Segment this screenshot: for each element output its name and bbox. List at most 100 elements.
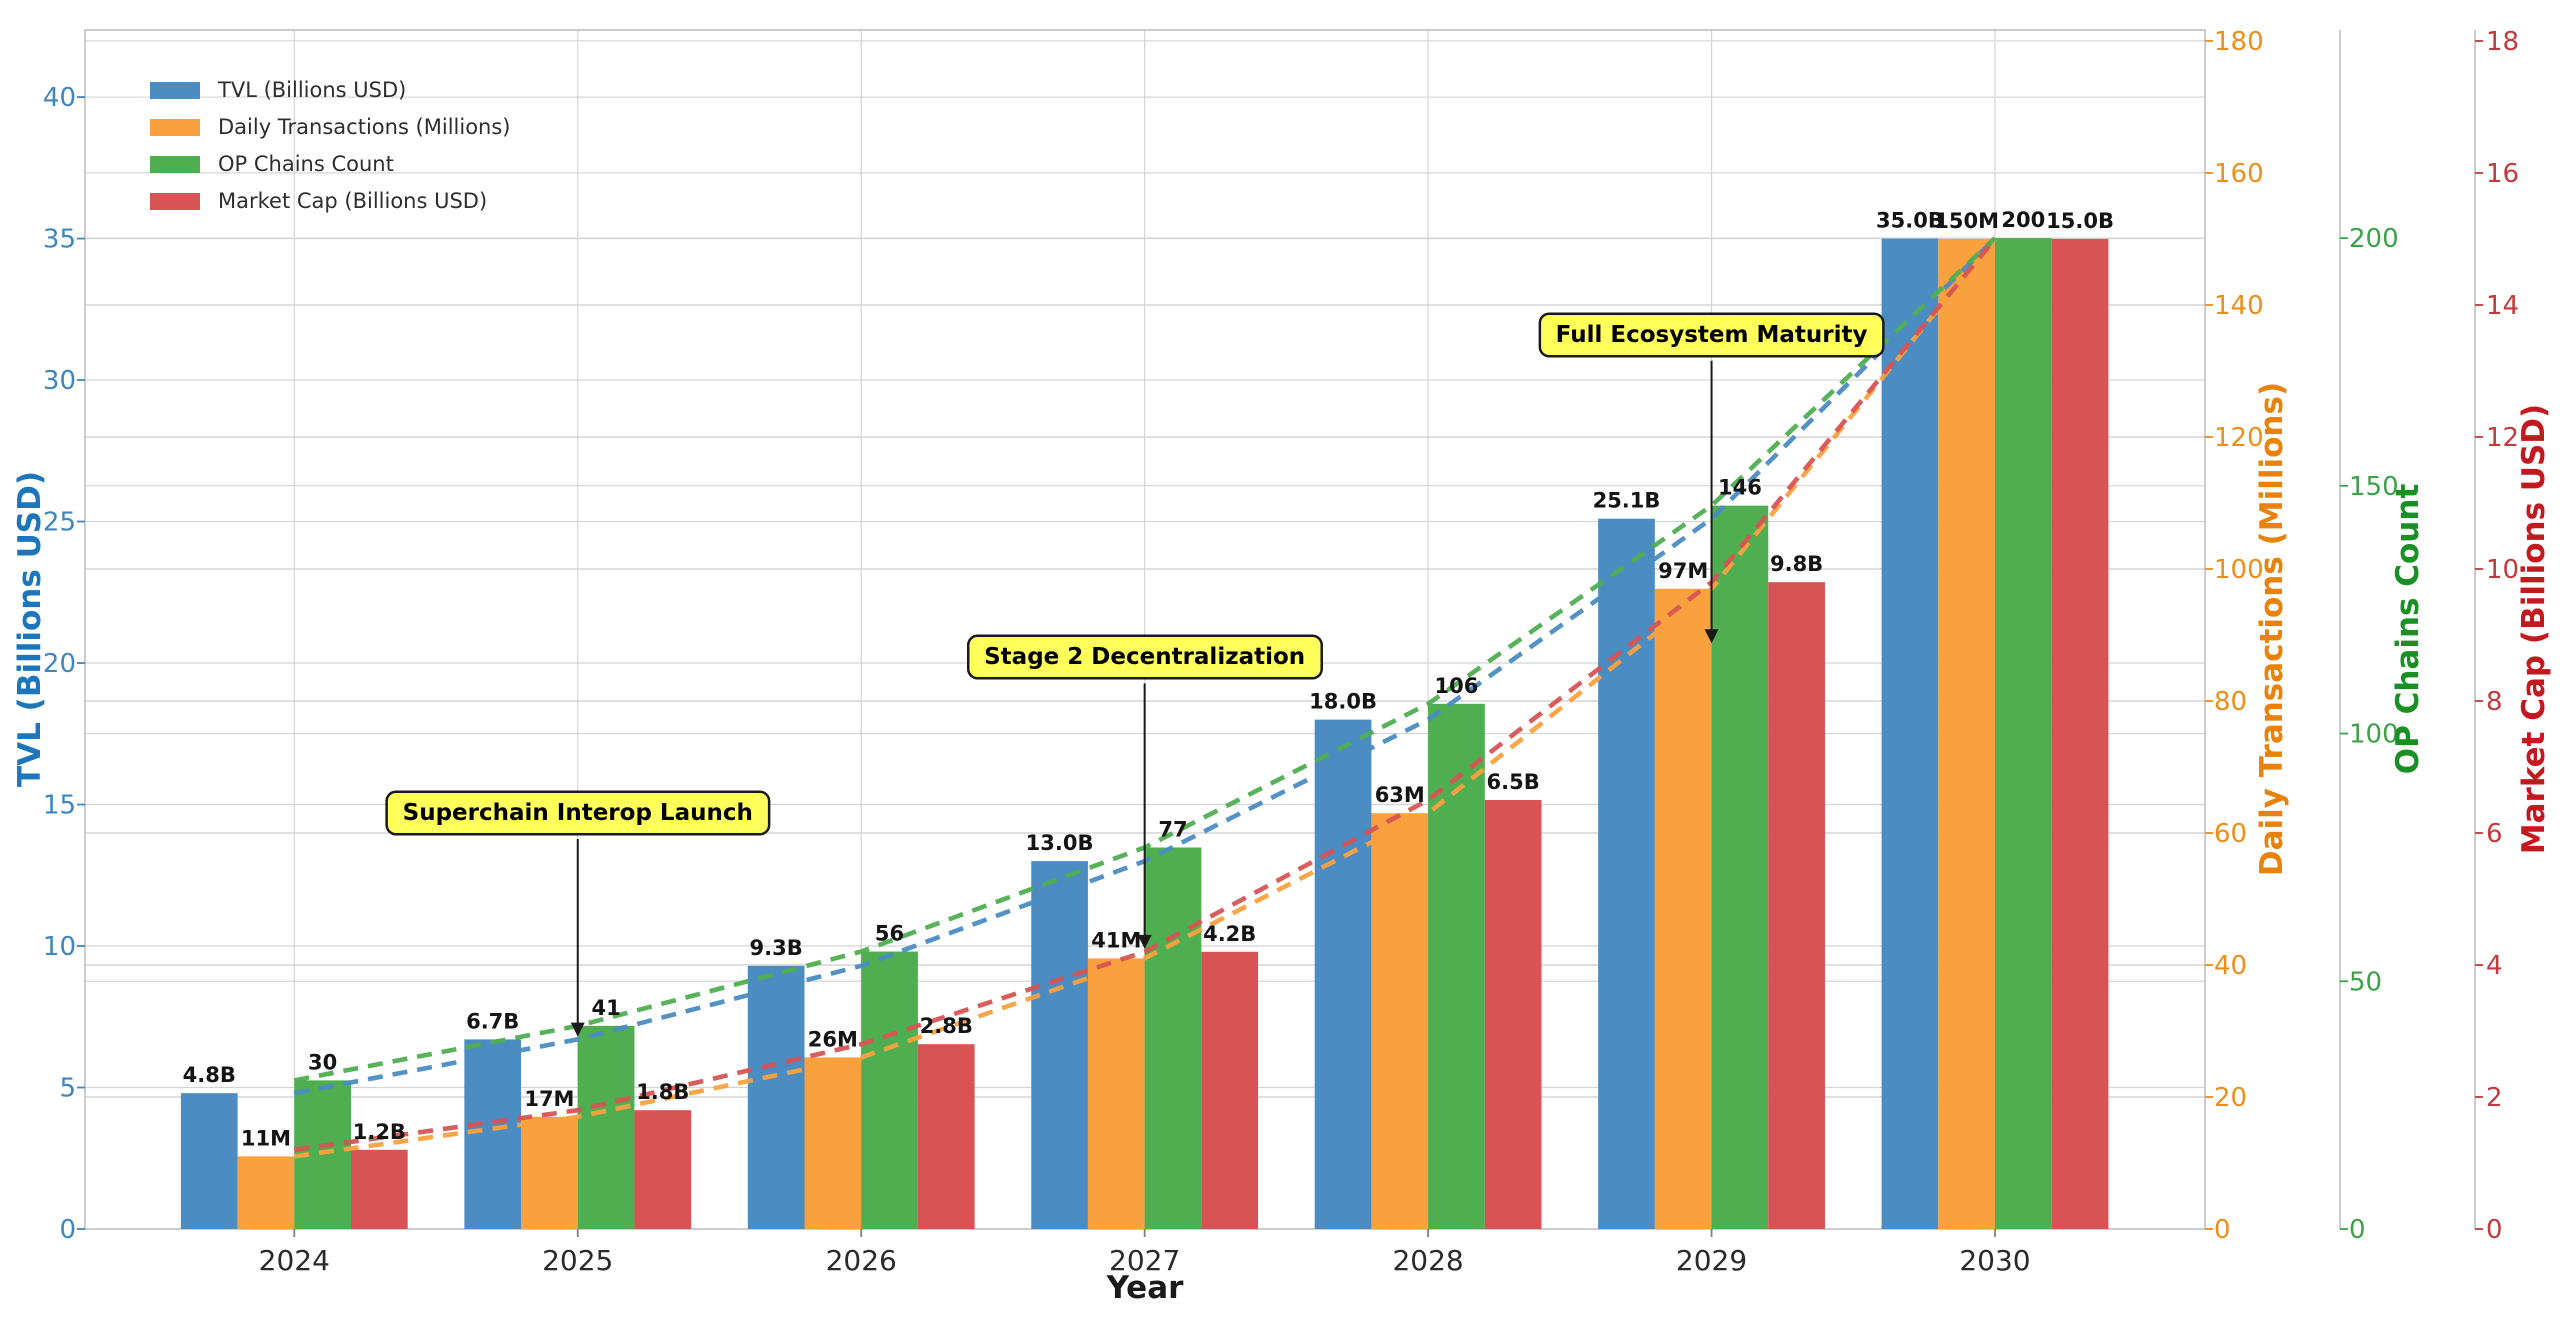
bar-tvl-2024 xyxy=(180,1093,238,1229)
tick-label-mcap: 14 xyxy=(2486,291,2519,321)
bar-value-label: 35.0B xyxy=(1876,209,1944,233)
annotation-arrowhead-icon xyxy=(570,1022,585,1037)
tick-label-tx: 160 xyxy=(2214,159,2264,189)
annotation-arrows xyxy=(570,360,1719,1037)
legend: TVL (Billions USD) Daily Transactions (M… xyxy=(150,76,511,215)
bar-mcap-2024 xyxy=(351,1149,408,1229)
bar-value-label: 1.8B xyxy=(636,1080,689,1104)
bar-tvl-2025 xyxy=(464,1039,522,1229)
year-label: 2024 xyxy=(259,1244,330,1277)
bar-value-label: 63M xyxy=(1375,783,1425,807)
tick-label-chains: 0 xyxy=(2349,1215,2366,1245)
tick-label-mcap: 12 xyxy=(2486,423,2519,453)
tick-label-mcap: 6 xyxy=(2486,819,2503,849)
bar-chains-2026 xyxy=(861,951,918,1229)
tick-label-tvl: 0 xyxy=(59,1215,76,1245)
legend-swatch-transactions-icon xyxy=(150,118,200,136)
bar-value-label: 41M xyxy=(1091,928,1141,952)
tick-label-mcap: 4 xyxy=(2486,951,2503,981)
tick-label-tx: 20 xyxy=(2214,1083,2247,1113)
tick-label-tvl: 15 xyxy=(43,791,76,821)
tick-label-chains: 200 xyxy=(2349,224,2399,254)
bar-value-label: 9.8B xyxy=(1770,552,1823,576)
tick-label-tvl: 40 xyxy=(43,83,76,113)
tick-label-mcap: 16 xyxy=(2486,159,2519,189)
bar-value-label: 18.0B xyxy=(1309,690,1377,714)
y-axis-title-marketcap: Market Cap (Billions USD) xyxy=(2516,403,2552,855)
legend-item-marketcap: Market Cap (Billions USD) xyxy=(150,187,511,215)
tick-label-tvl: 35 xyxy=(43,225,76,255)
bar-value-label: 25.1B xyxy=(1593,489,1661,513)
legend-label-marketcap: Market Cap (Billions USD) xyxy=(218,189,488,213)
tick-label-chains: 100 xyxy=(2349,720,2399,750)
bar-tx-2028 xyxy=(1371,813,1429,1229)
tick-label-tvl: 25 xyxy=(43,508,76,538)
bar-chains-2027 xyxy=(1144,847,1202,1229)
legend-label-tvl: TVL (Billions USD) xyxy=(218,78,407,102)
bar-value-label: 4.2B xyxy=(1203,922,1256,946)
legend-swatch-marketcap-icon xyxy=(150,192,200,210)
tick-label-tx: 60 xyxy=(2214,819,2247,849)
bar-mcap-2028 xyxy=(1484,799,1542,1229)
tick-label-tx: 180 xyxy=(2214,27,2264,57)
bar-value-label: 15.0B xyxy=(2046,209,2114,233)
bar-tvl-2030 xyxy=(1881,238,1939,1229)
tick-label-chains: 50 xyxy=(2349,967,2382,997)
bar-tx-2025 xyxy=(521,1116,578,1229)
annotation-superchain-interop-launch: Superchain Interop Launch xyxy=(385,791,770,835)
bar-value-label: 41 xyxy=(591,996,620,1020)
year-label: 2027 xyxy=(1109,1244,1180,1277)
year-label: 2030 xyxy=(1959,1244,2030,1277)
annotation-arrowhead-icon xyxy=(1137,934,1152,949)
bar-value-label: 26M xyxy=(808,1027,858,1051)
legend-item-tvl: TVL (Billions USD) xyxy=(150,76,511,104)
bar-value-label: 146 xyxy=(1718,476,1762,500)
legend-item-chains: OP Chains Count xyxy=(150,150,511,178)
bar-value-label: 17M xyxy=(524,1087,574,1111)
tick-label-mcap: 8 xyxy=(2486,687,2503,717)
bar-tvl-2026 xyxy=(747,965,805,1229)
bar-mcap-2029 xyxy=(1768,582,1825,1229)
year-label: 2026 xyxy=(826,1244,897,1277)
legend-label-transactions: Daily Transactions (Millions) xyxy=(218,115,511,139)
tick-label-mcap: 2 xyxy=(2486,1083,2503,1113)
tick-label-tvl: 5 xyxy=(59,1074,76,1104)
annotation-stage-2-decentralization: Stage 2 Decentralization xyxy=(967,635,1323,680)
y-axis-title-chains: OP Chains Count xyxy=(2390,483,2426,775)
bar-tvl-2029 xyxy=(1598,518,1655,1229)
bar-value-label: 97M xyxy=(1658,559,1708,583)
bar-value-labels: 4.8B 6.7B 9.3B 13.0B 18.0B 25.1B 35.0B 11M 17M 26… xyxy=(183,208,2114,1150)
tick-label-mcap: 18 xyxy=(2486,27,2519,57)
tick-label-tvl: 10 xyxy=(43,932,76,962)
year-label: 2029 xyxy=(1676,1244,1747,1277)
year-label: 2028 xyxy=(1392,1244,1463,1277)
year-label: 2025 xyxy=(542,1244,613,1277)
bar-chains-2030 xyxy=(1995,238,2052,1229)
bar-value-label: 1.2B xyxy=(353,1120,406,1144)
tick-label-tvl: 20 xyxy=(43,649,76,679)
bar-value-label: 200 xyxy=(2001,208,2045,232)
bar-value-label: 77 xyxy=(1158,818,1187,842)
bar-tx-2024 xyxy=(237,1156,295,1229)
bar-chains-2029 xyxy=(1711,505,1769,1229)
bar-tx-2027 xyxy=(1087,958,1145,1229)
tick-label-mcap: 10 xyxy=(2486,555,2519,585)
tick-label-chains: 150 xyxy=(2349,472,2399,502)
bar-value-label: 150M xyxy=(1934,209,1999,233)
bar-value-label: 13.0B xyxy=(1026,831,1094,855)
bar-value-label: 9.3B xyxy=(750,936,803,960)
tick-label-tx: 40 xyxy=(2214,951,2247,981)
bar-tx-2030 xyxy=(1938,238,1995,1229)
bar-value-label: 56 xyxy=(875,922,904,946)
tick-label-tx: 120 xyxy=(2214,423,2264,453)
bar-tx-2026 xyxy=(804,1057,862,1229)
bar-value-label: 6.5B xyxy=(1487,770,1540,794)
bars xyxy=(180,238,2109,1229)
legend-swatch-chains-icon xyxy=(150,155,200,173)
bar-mcap-2026 xyxy=(917,1044,975,1229)
bar-tvl-2028 xyxy=(1314,719,1372,1229)
y-axis-title-transactions: Daily Transactions (Millions) xyxy=(2254,381,2290,877)
legend-label-chains: OP Chains Count xyxy=(218,152,394,176)
legend-swatch-tvl-icon xyxy=(150,81,200,99)
